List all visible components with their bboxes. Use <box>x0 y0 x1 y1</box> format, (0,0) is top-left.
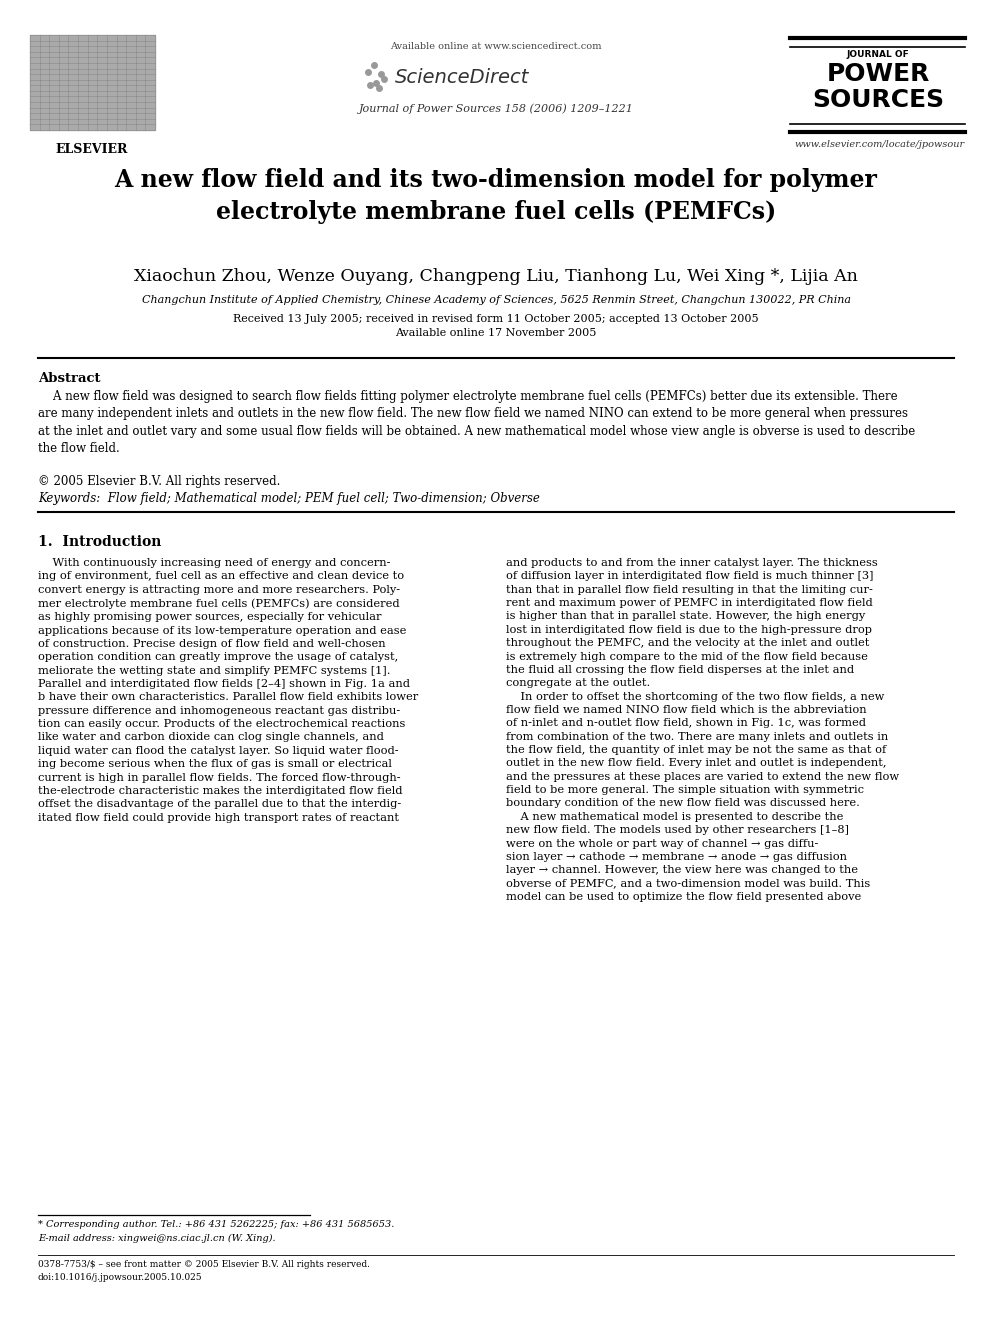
Text: ScienceDirect: ScienceDirect <box>395 67 530 87</box>
Text: doi:10.1016/j.jpowsour.2005.10.025: doi:10.1016/j.jpowsour.2005.10.025 <box>38 1273 202 1282</box>
Text: and products to and from the inner catalyst layer. The thickness
of diffusion la: and products to and from the inner catal… <box>506 558 899 902</box>
Text: Available online 17 November 2005: Available online 17 November 2005 <box>396 328 596 337</box>
Text: SOURCES: SOURCES <box>811 89 944 112</box>
Text: Available online at www.sciencedirect.com: Available online at www.sciencedirect.co… <box>390 42 602 52</box>
Text: E-mail address: xingwei@ns.ciac.jl.cn (W. Xing).: E-mail address: xingwei@ns.ciac.jl.cn (W… <box>38 1234 276 1244</box>
Text: Received 13 July 2005; received in revised form 11 October 2005; accepted 13 Oct: Received 13 July 2005; received in revis… <box>233 314 759 324</box>
Text: * Corresponding author. Tel.: +86 431 5262225; fax: +86 431 5685653.: * Corresponding author. Tel.: +86 431 52… <box>38 1220 395 1229</box>
Text: Keywords:  Flow field; Mathematical model; PEM fuel cell; Two-dimension; Obverse: Keywords: Flow field; Mathematical model… <box>38 492 540 505</box>
Text: Xiaochun Zhou, Wenze Ouyang, Changpeng Liu, Tianhong Lu, Wei Xing *, Lijia An: Xiaochun Zhou, Wenze Ouyang, Changpeng L… <box>134 269 858 284</box>
Text: A new flow field was designed to search flow fields fitting polymer electrolyte : A new flow field was designed to search … <box>38 390 916 455</box>
Text: ELSEVIER: ELSEVIER <box>56 143 128 156</box>
Text: Journal of Power Sources 158 (2006) 1209–1221: Journal of Power Sources 158 (2006) 1209… <box>358 103 634 114</box>
Bar <box>30 34 155 130</box>
Text: 1.  Introduction: 1. Introduction <box>38 534 162 549</box>
Text: 0378-7753/$ – see front matter © 2005 Elsevier B.V. All rights reserved.: 0378-7753/$ – see front matter © 2005 El… <box>38 1259 370 1269</box>
Text: Abstract: Abstract <box>38 372 100 385</box>
Text: Changchun Institute of Applied Chemistry, Chinese Academy of Sciences, 5625 Renm: Changchun Institute of Applied Chemistry… <box>142 295 850 306</box>
Text: POWER: POWER <box>826 62 930 86</box>
Text: © 2005 Elsevier B.V. All rights reserved.: © 2005 Elsevier B.V. All rights reserved… <box>38 475 281 488</box>
Text: With continuously increasing need of energy and concern-
ing of environment, fue: With continuously increasing need of ene… <box>38 558 419 823</box>
Text: JOURNAL OF: JOURNAL OF <box>846 50 910 60</box>
Text: A new flow field and its two-dimension model for polymer
electrolyte membrane fu: A new flow field and its two-dimension m… <box>114 168 878 224</box>
Text: www.elsevier.com/locate/jpowsour: www.elsevier.com/locate/jpowsour <box>795 140 965 149</box>
